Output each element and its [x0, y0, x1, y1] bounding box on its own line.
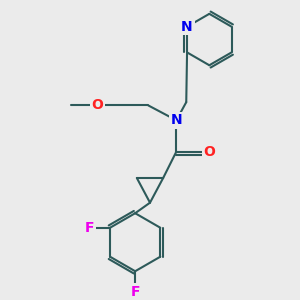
Text: F: F	[130, 285, 140, 299]
Text: N: N	[181, 20, 193, 34]
Text: O: O	[91, 98, 103, 112]
Text: O: O	[203, 145, 215, 159]
Text: F: F	[85, 221, 94, 235]
Text: N: N	[171, 113, 182, 127]
